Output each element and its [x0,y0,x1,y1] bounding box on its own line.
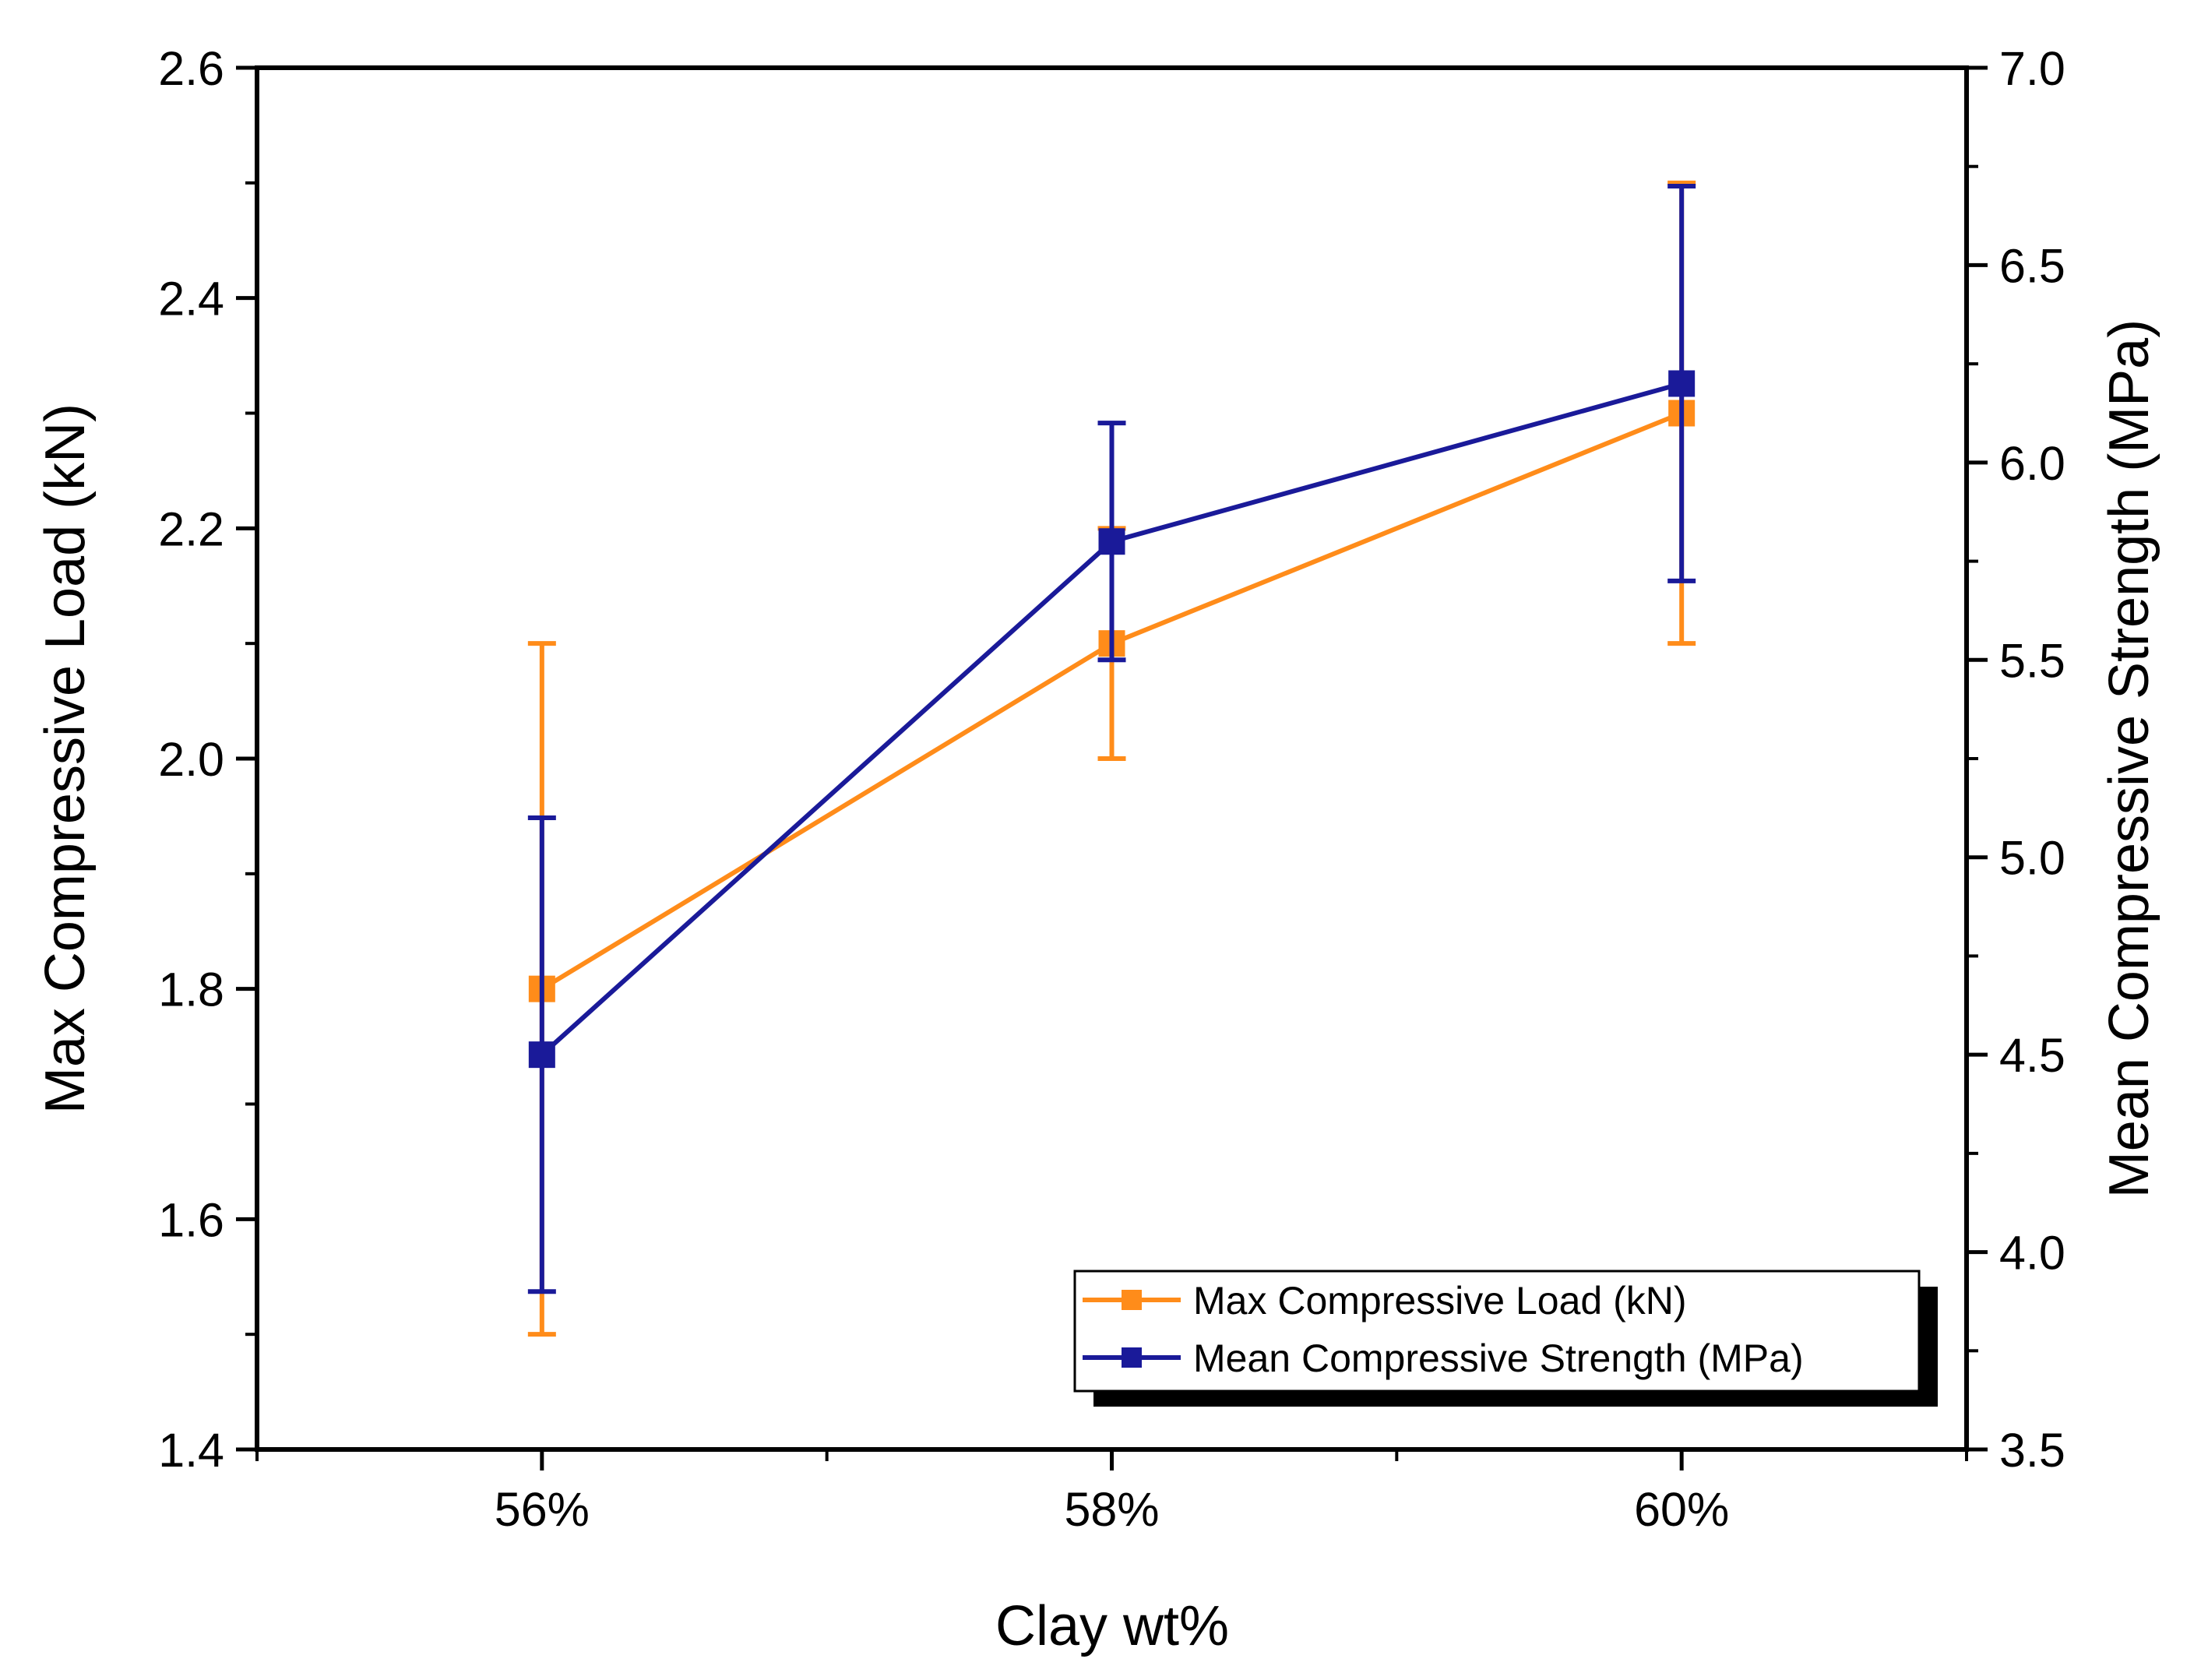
legend-label-strength: Mean Compressive Strength (MPa) [1193,1337,1804,1380]
x-tick-label: 58% [1064,1483,1159,1536]
y2-tick-label: 6.5 [1999,239,2065,292]
legend-swatch-marker-strength [1122,1347,1142,1368]
legend-swatch-marker-load [1122,1290,1142,1310]
y-tick-label: 1.4 [158,1424,224,1477]
y-axis-title: Max Compressive Load (kN) [34,403,97,1114]
x-axis-title: Clay wt% [995,1595,1229,1657]
axes: 1.4 1.6 1.8 2.0 2.2 2.4 2.6 3.5 4.0 4.5 5.0 5.5 6.0 6… [158,42,2065,1536]
data-point-strength [528,1041,555,1069]
series-strength [527,184,1696,1294]
y2-axis-title: Mean Compressive Strength (MPa) [2098,319,2160,1198]
data-point-strength [1668,370,1696,397]
plot-series [527,180,1696,1337]
legend-box [1073,1270,1921,1393]
y2-tick-label: 4.5 [1999,1029,2065,1082]
y-tick-label: 2.6 [158,42,224,95]
legend-label-load: Max Compressive Load (kN) [1193,1279,1687,1323]
x-tick-label: 60% [1634,1483,1729,1536]
data-point-strength [1098,528,1125,555]
y-tick-label: 2.0 [158,733,224,786]
legend: Max Compressive Load (kN) Mean Compressi… [1073,1270,1938,1407]
y2-tick-label: 3.5 [1999,1424,2065,1477]
y-tick-label: 2.2 [158,502,224,555]
y-tick-label: 1.8 [158,963,224,1016]
x-tick-label: 56% [495,1483,590,1536]
y2-tick-label: 7.0 [1999,42,2065,95]
y2-tick-label: 5.5 [1999,634,2065,687]
y-tick-label: 1.6 [158,1193,224,1246]
y2-tick-label: 6.0 [1999,437,2065,490]
y-tick-label: 2.4 [158,273,224,326]
y2-tick-label: 5.0 [1999,832,2065,885]
y2-tick-label: 4.0 [1999,1227,2065,1280]
plot-frame [255,65,1969,1452]
